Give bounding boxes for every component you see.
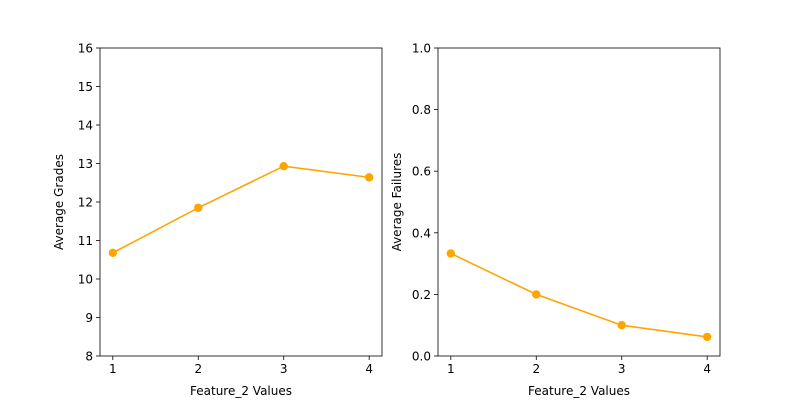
x-axis-label: Feature_2 Values (190, 384, 292, 398)
y-tick-label: 8 (85, 350, 93, 364)
data-point (702, 332, 712, 342)
y-tick-label: 14 (78, 119, 93, 133)
data-point (194, 203, 203, 212)
y-tick-label: 9 (85, 311, 93, 325)
x-tick-label: 1 (109, 362, 117, 376)
y-axis-label: Average Grades (52, 154, 66, 250)
series-line (450, 252, 708, 338)
data-point (617, 321, 626, 330)
y-tick-label: 15 (78, 80, 93, 94)
subplot-2: 1 2 3 4 0.0 0.2 0.4 0.6 0.8 1.0 Feature_2 Values Av… (390, 42, 721, 398)
y-tick-label: 13 (78, 157, 93, 171)
x-tick-label: 2 (194, 362, 202, 376)
x-tick-label: 3 (618, 362, 626, 376)
x-tick-label: 4 (365, 362, 373, 376)
x-tick-label: 1 (447, 362, 455, 376)
y-tick-label: 1.0 (412, 42, 431, 56)
plot-frame (99, 47, 383, 357)
plot-frame (437, 47, 721, 357)
x-tick-label: 2 (532, 362, 540, 376)
x-tick-label: 3 (280, 362, 288, 376)
x-axis-label: Feature_2 Values (528, 384, 630, 398)
y-tick-label: 11 (78, 234, 93, 248)
y-tick-label: 16 (78, 42, 93, 56)
y-tick-label: 10 (78, 273, 93, 287)
x-tick-label: 4 (703, 362, 711, 376)
data-point (446, 249, 456, 258)
y-tick-label: 0.6 (412, 165, 431, 179)
data-point (364, 173, 374, 182)
data-point (532, 290, 541, 299)
y-tick-label: 0.2 (412, 288, 431, 302)
y-tick-label: 0.0 (412, 350, 431, 364)
y-tick-label: 0.4 (412, 226, 431, 240)
y-tick-label: 12 (78, 196, 93, 210)
data-point (108, 248, 118, 258)
series-line (112, 165, 370, 254)
y-tick-label: 0.8 (412, 103, 431, 117)
data-point (279, 161, 288, 171)
y-axis-label: Average Failures (390, 153, 404, 252)
